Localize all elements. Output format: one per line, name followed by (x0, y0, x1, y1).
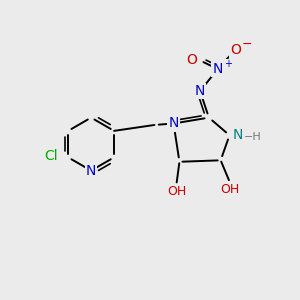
Text: −: − (242, 38, 252, 51)
Text: OH: OH (220, 183, 239, 196)
Text: −H: −H (244, 132, 261, 142)
Text: N: N (195, 84, 205, 98)
Text: OH: OH (167, 185, 186, 198)
Text: +: + (224, 59, 232, 69)
Text: N: N (168, 116, 179, 130)
Text: N: N (86, 164, 96, 178)
Text: N: N (233, 128, 243, 142)
Text: O: O (230, 43, 241, 57)
Text: N: N (212, 62, 223, 76)
Text: O: O (186, 53, 197, 67)
Text: Cl: Cl (44, 149, 58, 163)
